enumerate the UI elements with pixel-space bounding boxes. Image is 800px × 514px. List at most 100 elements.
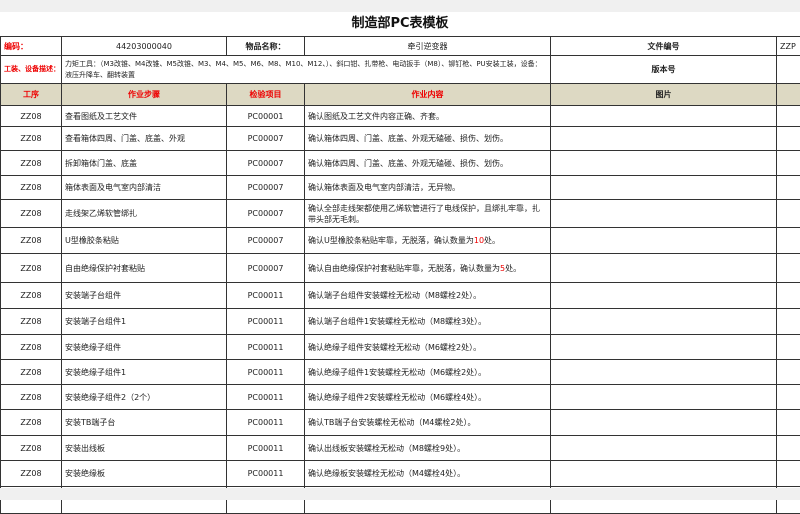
image-cell[interactable]	[551, 283, 777, 309]
extra-cell[interactable]	[777, 436, 800, 461]
item-cell[interactable]: PC00007	[227, 228, 305, 254]
step-cell[interactable]: 安装端子台组件	[62, 283, 227, 309]
content-cell[interactable]: 确认箱体表面及电气室内部清洁，无异物。	[305, 176, 551, 200]
op-cell[interactable]: ZZ08	[1, 228, 62, 254]
op-cell[interactable]: ZZ08	[1, 335, 62, 360]
content-cell[interactable]: 确认图纸及工艺文件内容正确、齐套。	[305, 106, 551, 127]
content-cell[interactable]: 确认端子台组件安装螺栓无松动（M8螺栓2处）。	[305, 283, 551, 309]
step-cell[interactable]: 安装绝缘子组件	[62, 335, 227, 360]
step-cell[interactable]: 安装出线板	[62, 436, 227, 461]
image-cell[interactable]	[551, 228, 777, 254]
op-cell[interactable]: ZZ08	[1, 127, 62, 151]
item-cell[interactable]: PC00007	[227, 254, 305, 283]
extra-cell[interactable]	[777, 335, 800, 360]
item-cell[interactable]: PC00007	[227, 200, 305, 228]
item-cell[interactable]: PC00011	[227, 461, 305, 487]
item-name-value[interactable]: 牵引逆变器	[305, 37, 551, 56]
extra-cell[interactable]	[777, 461, 800, 487]
step-cell[interactable]: 自由绝缘保护衬套粘贴	[62, 254, 227, 283]
content-cell[interactable]: 确认出线板安装螺栓无松动（M8螺栓9处）。	[305, 436, 551, 461]
step-cell[interactable]: 安装TB端子台	[62, 410, 227, 436]
image-cell[interactable]	[551, 309, 777, 335]
image-cell[interactable]	[551, 436, 777, 461]
extra-cell[interactable]	[777, 385, 800, 410]
content-cell[interactable]: 确认绝缘板安装螺栓无松动（M4螺栓4处）。	[305, 461, 551, 487]
op-cell[interactable]: ZZ08	[1, 360, 62, 385]
op-cell[interactable]: ZZ08	[1, 283, 62, 309]
image-cell[interactable]	[551, 106, 777, 127]
image-cell[interactable]	[551, 254, 777, 283]
image-cell[interactable]	[551, 127, 777, 151]
step-cell[interactable]: 箱体表面及电气室内部清洁	[62, 176, 227, 200]
extra-cell[interactable]	[777, 127, 800, 151]
content-cell[interactable]: 确认TB端子台安装螺栓无松动（M4螺栓2处）。	[305, 410, 551, 436]
extra-cell[interactable]	[777, 309, 800, 335]
item-cell[interactable]: PC00007	[227, 176, 305, 200]
content-cell[interactable]: 确认U型橡胶条粘贴牢靠，无脱落，确认数量为10处。	[305, 228, 551, 254]
extra-cell[interactable]	[777, 151, 800, 176]
extra-cell[interactable]	[777, 176, 800, 200]
extra-cell[interactable]	[777, 410, 800, 436]
tools-value[interactable]: 力矩工具：（M3改锥、M4改锥、M5改锥、M3、M4、M5、M6、M8、M10、…	[62, 56, 551, 84]
image-cell[interactable]	[551, 335, 777, 360]
step-cell[interactable]: 走线架乙烯软管绑扎	[62, 200, 227, 228]
step-cell[interactable]: 拆卸箱体门盖、底盖	[62, 151, 227, 176]
content-cell[interactable]: 确认箱体四周、门盖、底盖、外观无磕碰、损伤、划伤。	[305, 127, 551, 151]
content-cell[interactable]: 确认自由绝缘保护衬套粘贴牢靠，无脱落，确认数量为5处。	[305, 254, 551, 283]
step-cell[interactable]: U型橡胶条粘贴	[62, 228, 227, 254]
op-cell[interactable]: ZZ08	[1, 436, 62, 461]
extra-cell[interactable]	[777, 228, 800, 254]
op-cell[interactable]: ZZ08	[1, 410, 62, 436]
item-cell[interactable]: PC00007	[227, 151, 305, 176]
step-cell[interactable]: 安装绝缘子组件1	[62, 360, 227, 385]
step-cell[interactable]: 查看图纸及工艺文件	[62, 106, 227, 127]
item-cell[interactable]: PC00011	[227, 385, 305, 410]
op-cell[interactable]: ZZ08	[1, 106, 62, 127]
item-cell[interactable]: PC00011	[227, 283, 305, 309]
content-cell[interactable]: 确认绝缘子组件1安装螺栓无松动（M6螺栓2处）。	[305, 360, 551, 385]
extra-cell[interactable]	[777, 106, 800, 127]
item-cell[interactable]: PC00011	[227, 309, 305, 335]
op-cell[interactable]: ZZ08	[1, 461, 62, 487]
image-cell[interactable]	[551, 461, 777, 487]
image-cell[interactable]	[551, 410, 777, 436]
extra-cell[interactable]	[777, 360, 800, 385]
extra-cell[interactable]	[777, 200, 800, 228]
step-cell[interactable]: 安装绝缘板	[62, 461, 227, 487]
image-cell[interactable]	[551, 151, 777, 176]
version-value[interactable]	[777, 56, 800, 84]
step-cell[interactable]: 查看箱体四周、门盖、底盖、外观	[62, 127, 227, 151]
image-cell[interactable]	[551, 200, 777, 228]
op-cell[interactable]: ZZ08	[1, 176, 62, 200]
item-cell[interactable]: PC00007	[227, 127, 305, 151]
code-value[interactable]: 44203000040	[62, 37, 227, 56]
step-cell[interactable]: 安装绝缘子组件2（2个）	[62, 385, 227, 410]
content-cell[interactable]: 确认箱体四周、门盖、底盖、外观无磕碰、损伤、划伤。	[305, 151, 551, 176]
op-cell[interactable]: ZZ08	[1, 151, 62, 176]
content-cell[interactable]: 确认绝缘子组件安装螺栓无松动（M6螺栓2处）。	[305, 335, 551, 360]
item-cell[interactable]: PC00011	[227, 436, 305, 461]
extra-cell[interactable]	[777, 283, 800, 309]
op-cell[interactable]: ZZ08	[1, 254, 62, 283]
doc-no-value[interactable]: ZZP	[777, 37, 800, 56]
item-cell[interactable]: PC00011	[227, 360, 305, 385]
op-cell[interactable]: ZZ08	[1, 309, 62, 335]
op-cell[interactable]: ZZ08	[1, 385, 62, 410]
item-cell[interactable]: PC00011	[227, 410, 305, 436]
content-cell[interactable]: 确认全部走线架都使用乙烯软管进行了电线保护，且绑扎牢靠，扎带头部无毛刺。	[305, 200, 551, 228]
item-cell[interactable]: PC00011	[227, 335, 305, 360]
image-cell[interactable]	[551, 176, 777, 200]
content-cell[interactable]: 确认端子台组件1安装螺栓无松动（M8螺栓3处）。	[305, 309, 551, 335]
image-cell[interactable]	[551, 360, 777, 385]
step-cell[interactable]: 安装端子台组件1	[62, 309, 227, 335]
image-cell[interactable]	[551, 385, 777, 410]
extra-cell[interactable]	[777, 254, 800, 283]
op-cell[interactable]: ZZ08	[1, 200, 62, 228]
header-item: 检验项目	[227, 84, 305, 106]
content-cell[interactable]: 确认绝缘子组件2安装螺栓无松动（M6螺栓4处）。	[305, 385, 551, 410]
item-cell[interactable]: PC00001	[227, 106, 305, 127]
